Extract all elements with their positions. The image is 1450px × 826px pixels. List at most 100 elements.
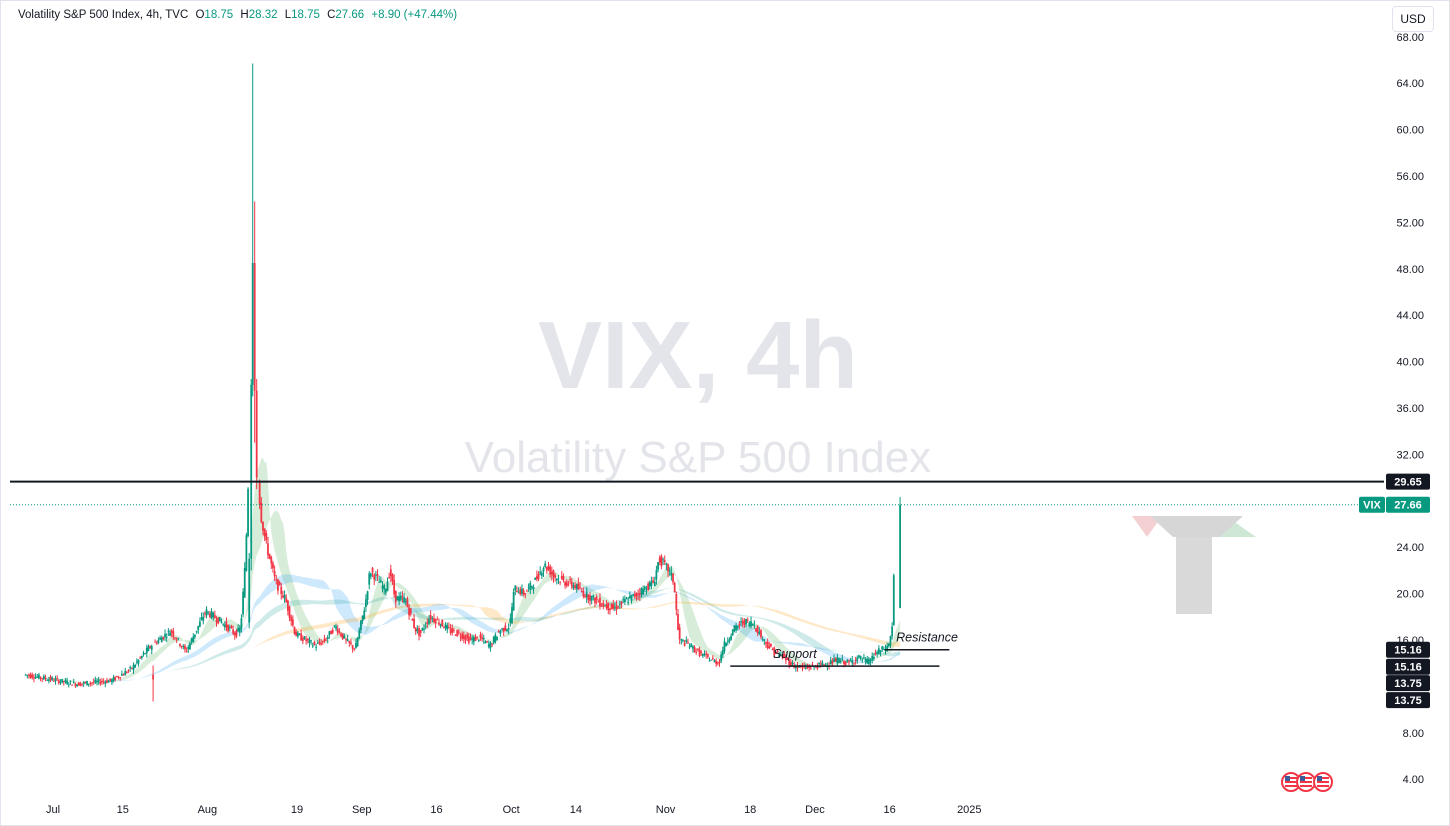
candle (542, 566, 545, 578)
candle (708, 657, 711, 662)
candle (250, 379, 253, 571)
candle (590, 595, 593, 605)
y-tick-label: 44.00 (1396, 310, 1424, 322)
candle (550, 566, 553, 581)
candle (735, 622, 737, 633)
currency-button[interactable]: USD (1392, 6, 1434, 32)
candle (310, 639, 313, 645)
candle (155, 640, 158, 646)
y-tick-label: 8.00 (1403, 728, 1424, 740)
candle (341, 633, 344, 641)
annotation-label: Support (773, 647, 817, 661)
candle (315, 643, 318, 651)
candle (208, 610, 211, 619)
candle (600, 602, 603, 607)
candle (766, 638, 769, 650)
annotation-support[interactable]: Support (730, 647, 940, 667)
candle (388, 572, 391, 579)
candle (612, 599, 615, 611)
candle (683, 639, 686, 647)
candle (497, 629, 500, 633)
candle (859, 655, 862, 661)
candle (477, 639, 480, 643)
candle (24, 674, 27, 676)
candle (718, 659, 721, 667)
candle (725, 642, 728, 647)
candle (599, 593, 601, 610)
annotation-resistance[interactable]: Resistance (884, 631, 958, 651)
candle (374, 570, 377, 582)
candle (265, 530, 268, 544)
candle (555, 578, 558, 585)
candle (290, 614, 293, 626)
candle (57, 679, 60, 685)
candle (527, 583, 530, 592)
candle (120, 670, 123, 676)
us-flag-icon[interactable] (1296, 772, 1316, 792)
candle (242, 588, 244, 618)
candle (592, 594, 595, 601)
candle (872, 653, 875, 661)
events-flags[interactable] (1281, 772, 1333, 792)
candle (213, 610, 216, 619)
us-flag-icon[interactable] (1313, 772, 1333, 792)
symbol-title[interactable]: Volatility S&P 500 Index, 4h, TVC (18, 9, 189, 21)
candle (340, 631, 342, 638)
candle (577, 577, 580, 591)
candle (273, 565, 276, 581)
candle (345, 637, 347, 644)
candle (720, 651, 723, 664)
candle (891, 622, 894, 640)
x-tick-label: Jul (46, 804, 60, 816)
candle (494, 632, 497, 644)
candle (658, 555, 661, 566)
candle (39, 676, 42, 682)
candle (687, 638, 689, 644)
candle (748, 621, 751, 628)
candle (452, 627, 455, 633)
candle (200, 612, 203, 621)
high-label: H (240, 9, 249, 21)
candle (383, 583, 386, 595)
candle (66, 677, 69, 685)
candle (486, 640, 488, 644)
candle (215, 616, 218, 627)
candle (182, 643, 185, 650)
candle (876, 650, 879, 658)
candle (355, 638, 357, 649)
candle (818, 662, 820, 668)
candle (678, 623, 681, 645)
candle (179, 643, 181, 648)
candle (472, 635, 475, 646)
candle (721, 646, 724, 659)
candle (429, 610, 432, 624)
candle (288, 605, 291, 622)
candle (698, 646, 701, 658)
candle (117, 675, 120, 680)
y-tick-label: 24.00 (1396, 542, 1424, 554)
candle (489, 640, 492, 652)
low-value: 18.75 (291, 9, 320, 21)
us-flag-icon[interactable] (1281, 772, 1301, 792)
candle (184, 644, 186, 653)
candle (544, 560, 547, 569)
candle (861, 657, 864, 664)
candle (565, 579, 568, 588)
candle (531, 585, 533, 591)
candle (376, 569, 379, 582)
candle (336, 624, 339, 636)
candle (114, 676, 117, 682)
candle (570, 578, 573, 590)
symbol-legend: Volatility S&P 500 Index, 4h, TVC O18.75… (18, 9, 461, 21)
candle (549, 564, 552, 578)
candle (293, 626, 296, 635)
candle (602, 600, 605, 610)
candle (521, 584, 523, 597)
candle (277, 578, 279, 595)
candle (882, 646, 885, 651)
candle (238, 625, 241, 637)
candle (187, 644, 190, 654)
candle (218, 617, 221, 622)
candle (833, 654, 835, 663)
